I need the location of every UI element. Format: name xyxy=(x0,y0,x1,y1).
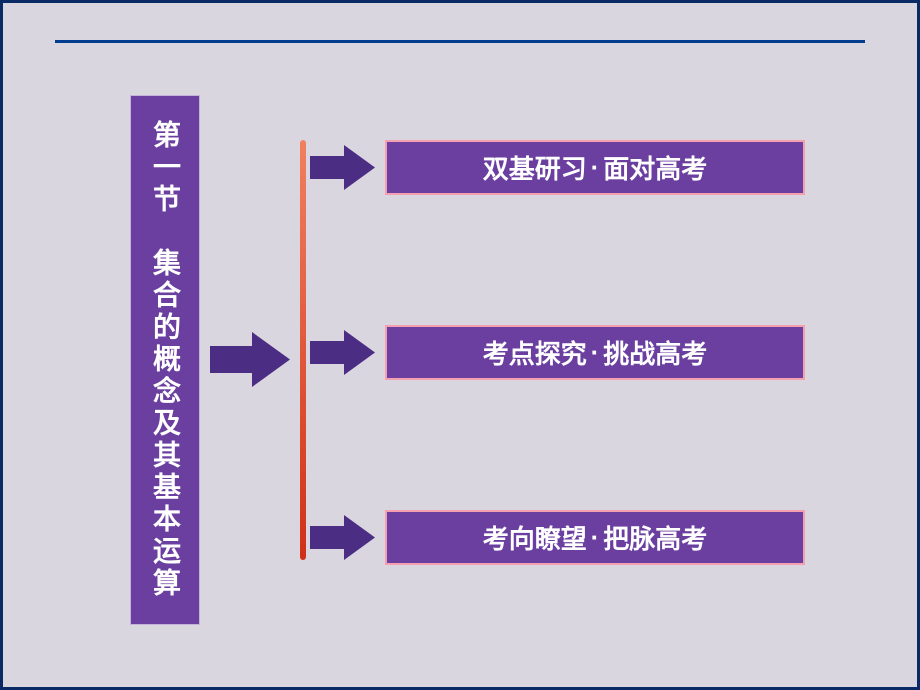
vertical-bracket xyxy=(300,140,306,560)
branch-box[interactable]: 考向瞭望 · 把脉高考 xyxy=(385,510,805,565)
branch-box[interactable]: 双基研习 · 面对高考 xyxy=(385,140,805,195)
branch-box[interactable]: 考点探究 · 挑战高考 xyxy=(385,325,805,380)
branch-arrow-wrap xyxy=(310,330,385,375)
arrow-right-icon xyxy=(310,330,375,375)
branch-right: 把脉高考 xyxy=(603,519,707,556)
branch-left: 考点探究 xyxy=(483,334,587,371)
branch-row: 考点探究 · 挑战高考 xyxy=(310,325,870,380)
branch-left: 双基研习 xyxy=(483,149,587,186)
section-title-vertical: 第一节 集合的概念及其基本运算 xyxy=(130,95,200,625)
branch-row: 双基研习 · 面对高考 xyxy=(310,140,870,195)
section-title-text: 第一节 集合的概念及其基本运算 xyxy=(145,120,185,600)
arrow-right-icon xyxy=(310,515,375,560)
separator-dot: · xyxy=(587,522,603,553)
branch-left: 考向瞭望 xyxy=(483,519,587,556)
branch-list: 双基研习 · 面对高考 考点探究 · 挑战高考 xyxy=(310,140,870,560)
separator-dot: · xyxy=(587,337,603,368)
arrow-right-icon xyxy=(310,145,375,190)
branch-row: 考向瞭望 · 把脉高考 xyxy=(310,510,870,565)
separator-dot: · xyxy=(587,152,603,183)
branch-arrow-wrap xyxy=(310,145,385,190)
top-horizontal-rule xyxy=(55,40,865,43)
arrow-right-icon xyxy=(210,332,290,387)
slide: 第一节 集合的概念及其基本运算 双基研习 · 面对高考 xyxy=(0,0,920,690)
branch-arrow-wrap xyxy=(310,515,385,560)
branch-right: 面对高考 xyxy=(603,149,707,186)
main-arrow xyxy=(210,332,290,387)
branch-right: 挑战高考 xyxy=(603,334,707,371)
